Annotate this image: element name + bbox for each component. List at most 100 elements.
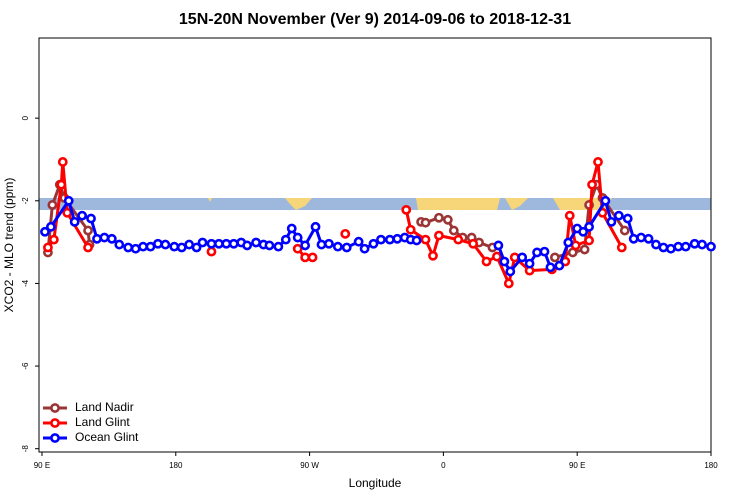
data-point — [689, 238, 700, 249]
chart-title: 15N-20N November (Ver 9) 2014-09-06 to 2… — [179, 11, 571, 28]
data-point — [453, 234, 464, 245]
data-point — [86, 213, 96, 224]
series-line — [46, 161, 624, 289]
land-patch — [416, 198, 500, 210]
data-point — [332, 241, 343, 252]
data-point — [359, 243, 370, 254]
data-point — [40, 226, 50, 237]
data-point — [251, 237, 261, 248]
data-point — [83, 242, 93, 253]
land-patch — [285, 198, 312, 210]
data-point — [292, 232, 303, 243]
x-axis-label: Longitude — [349, 476, 402, 490]
data-point — [549, 252, 560, 263]
data-point — [401, 204, 412, 215]
data-point — [517, 252, 528, 263]
data-point — [130, 243, 141, 254]
data-point — [448, 225, 459, 236]
x-tick-label: 0 — [441, 461, 446, 470]
data-point — [578, 226, 589, 237]
data-point — [206, 246, 217, 257]
data-point — [492, 251, 502, 262]
data-point — [341, 242, 352, 253]
data-point — [658, 242, 669, 253]
data-point — [643, 233, 654, 244]
data-point — [434, 230, 444, 241]
data-point — [153, 238, 163, 249]
data-point — [340, 228, 351, 239]
data-point — [310, 221, 321, 232]
data-point — [613, 210, 624, 221]
data-point — [206, 238, 217, 249]
data-point — [593, 157, 603, 167]
data-point — [300, 252, 311, 263]
x-tick-label: 90 W — [300, 461, 319, 470]
ocean-strip — [39, 198, 711, 210]
data-point — [228, 238, 239, 249]
data-point — [420, 217, 431, 228]
data-point — [368, 238, 379, 249]
data-point — [184, 239, 195, 250]
data-point — [665, 243, 676, 254]
y-tick-label: 0 — [21, 115, 30, 120]
legend-marker — [50, 418, 60, 428]
data-point — [616, 242, 627, 253]
data-point — [468, 238, 479, 249]
legend-label: Land Glint — [75, 415, 130, 429]
x-tick-label: 180 — [704, 461, 718, 470]
data-point — [524, 258, 535, 269]
data-point — [600, 195, 611, 206]
data-point — [292, 243, 303, 254]
data-point — [651, 239, 661, 250]
data-point — [481, 256, 492, 267]
data-point — [47, 200, 58, 210]
x-tick-label: 90 E — [569, 461, 585, 470]
data-point — [160, 239, 171, 250]
x-tick-label: 90 E — [34, 461, 50, 470]
data-point — [392, 233, 403, 244]
data-point — [316, 239, 327, 250]
data-point — [545, 262, 556, 273]
data-point — [505, 266, 516, 277]
data-point — [123, 242, 134, 253]
data-point — [176, 242, 187, 253]
data-point — [45, 221, 56, 232]
data-point — [280, 234, 291, 245]
legend-marker — [50, 433, 60, 443]
data-point — [114, 239, 125, 250]
data-point — [570, 240, 581, 251]
data-point — [197, 237, 208, 248]
data-point — [264, 240, 275, 251]
data-point — [636, 232, 647, 243]
map-strip — [39, 198, 711, 210]
data-point — [503, 278, 514, 289]
data-point — [673, 241, 684, 252]
data-point — [83, 225, 93, 236]
y-axis-label: XCO2 - MLO trend (ppm) — [2, 178, 16, 313]
land-patch — [505, 198, 528, 210]
data-point — [56, 179, 67, 190]
y-tick-label: -2 — [21, 197, 30, 205]
data-point — [539, 246, 550, 257]
data-point — [242, 240, 253, 251]
legend-label: Ocean Glint — [75, 430, 139, 444]
data-point — [563, 237, 574, 248]
data-point — [376, 234, 386, 245]
data-point — [420, 234, 431, 245]
data-point — [532, 247, 542, 258]
data-point — [442, 214, 453, 225]
data-point — [428, 250, 438, 261]
data-point — [564, 210, 575, 221]
data-point — [697, 239, 707, 250]
data-point — [48, 234, 59, 245]
data-point — [191, 242, 202, 253]
y-tick-label: -6 — [21, 362, 30, 370]
data-point — [622, 213, 633, 224]
data-point — [69, 216, 80, 227]
data-point — [145, 241, 156, 252]
x-tick-label: 180 — [169, 461, 183, 470]
data-point — [57, 157, 68, 167]
data-point — [434, 212, 444, 223]
data-point — [509, 252, 520, 263]
